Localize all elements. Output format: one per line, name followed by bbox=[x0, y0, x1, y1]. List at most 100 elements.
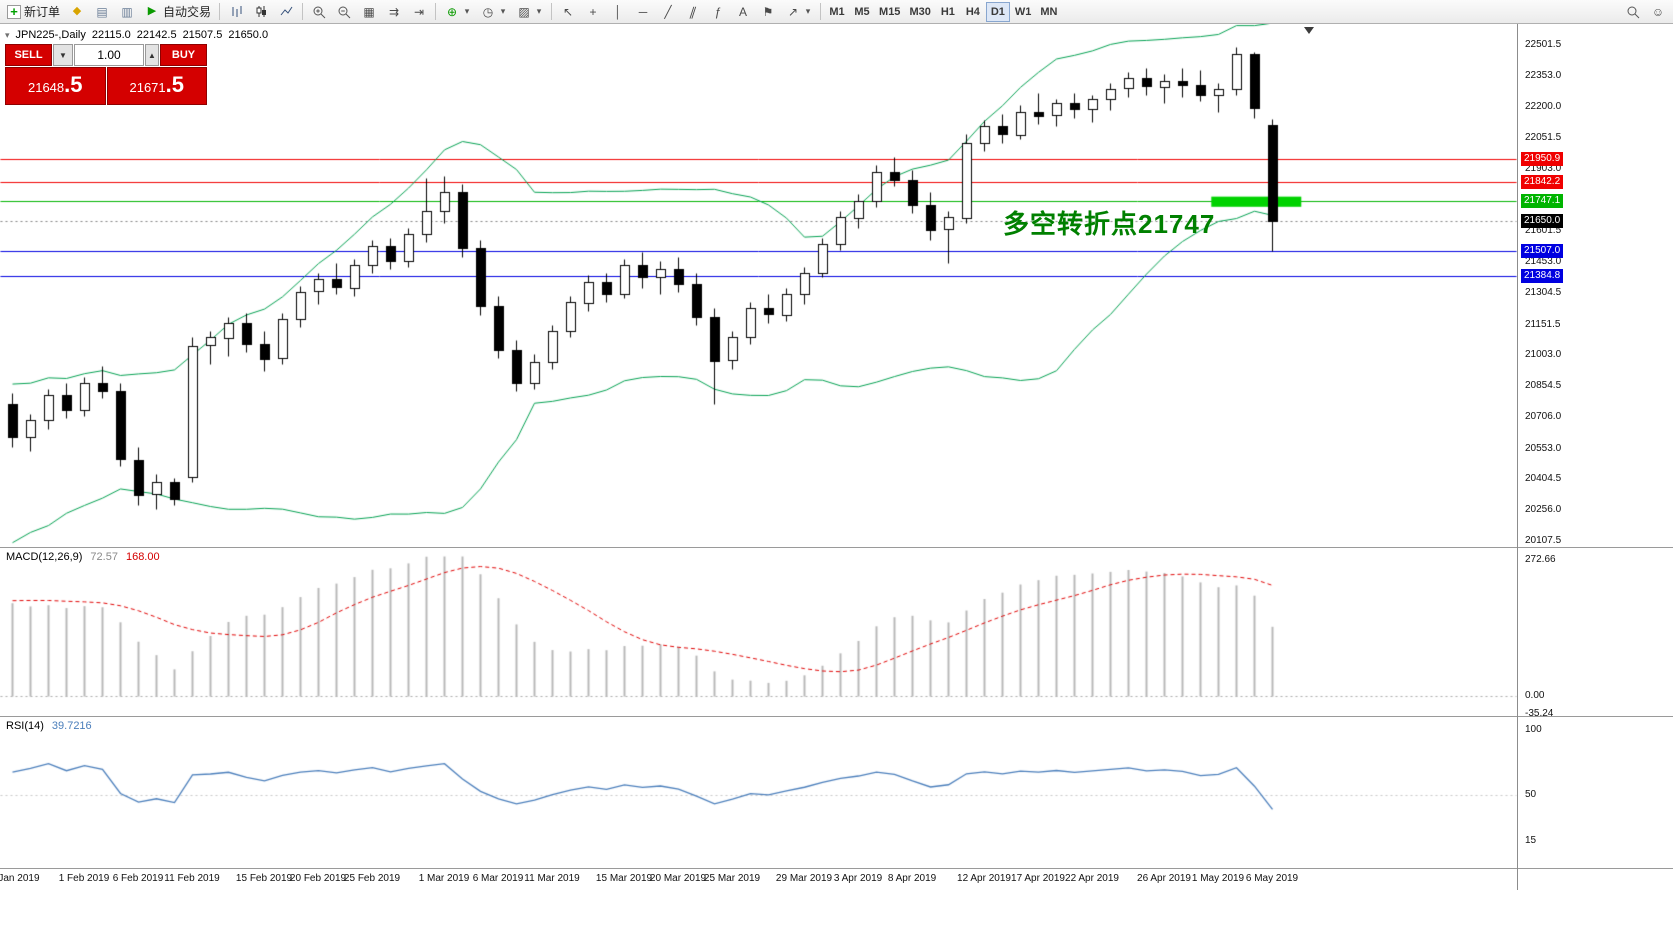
timeframe-h1-button[interactable]: H1 bbox=[936, 2, 960, 22]
smiley-icon: ☺ bbox=[1651, 4, 1665, 19]
rsi-canvas[interactable] bbox=[0, 717, 1517, 868]
metaeditor-button[interactable]: ◆ bbox=[65, 2, 89, 22]
macd-axis: 272.66 0.00 -35.24 bbox=[1518, 548, 1673, 719]
panel-separator[interactable] bbox=[0, 547, 1673, 548]
zoom-in-button[interactable] bbox=[307, 2, 331, 22]
horizontal-line-button[interactable]: ─ bbox=[631, 2, 655, 22]
sell-price-small: 21648 bbox=[27, 80, 65, 95]
toolbar-separator bbox=[219, 3, 221, 20]
indicators-icon: ⊕ bbox=[447, 4, 458, 19]
bar-chart-icon bbox=[228, 4, 244, 20]
date-axis-label: 11 Mar 2019 bbox=[524, 873, 580, 884]
date-axis-label: 15 Feb 2019 bbox=[235, 873, 293, 884]
macd-main-value: 72.57 bbox=[90, 551, 118, 563]
search-button[interactable] bbox=[1621, 2, 1645, 22]
buy-price-button[interactable]: 21671 .5 bbox=[106, 67, 207, 105]
indicators-button[interactable]: ⊕ ▾ bbox=[440, 2, 475, 22]
timeframe-m15-button[interactable]: M15 bbox=[875, 2, 904, 22]
volume-dropdown-button[interactable]: ▼ bbox=[53, 44, 73, 66]
channel-button[interactable]: ∥ bbox=[681, 2, 705, 22]
rsi-axis-label: 50 bbox=[1525, 789, 1537, 800]
macd-canvas[interactable] bbox=[0, 548, 1517, 716]
volume-input[interactable] bbox=[74, 44, 144, 66]
timeframe-m30-button[interactable]: M30 bbox=[905, 2, 934, 22]
autotrade-button[interactable]: ▶ 自动交易 bbox=[140, 2, 215, 22]
crosshair-button[interactable]: + bbox=[581, 2, 605, 22]
sell-button[interactable]: SELL bbox=[5, 44, 52, 66]
panel-separator[interactable] bbox=[0, 716, 1673, 717]
ohlc-close: 21650.0 bbox=[228, 29, 269, 41]
main-chart-canvas[interactable] bbox=[0, 24, 1517, 547]
text-icon: A bbox=[739, 4, 748, 19]
timeframe-d1-button[interactable]: D1 bbox=[985, 1, 1010, 22]
new-order-button[interactable]: + 新订单 bbox=[3, 2, 64, 22]
rsi-header: RSI(14) 39.7216 bbox=[6, 720, 92, 732]
ohlc-low: 21507.5 bbox=[182, 29, 223, 41]
line-chart-icon bbox=[278, 4, 294, 20]
price-axis: 22501.5 22353.0 22200.0 22051.5 21903.0 21601… bbox=[1518, 24, 1673, 547]
tile-windows-icon: ▦ bbox=[363, 4, 375, 19]
symbol-name: JPN225-,Daily bbox=[15, 29, 86, 41]
date-axis-label: 20 Feb 2019 bbox=[289, 873, 347, 884]
templates-button[interactable]: ▨ ▾ bbox=[512, 2, 547, 22]
chart-shift-button[interactable]: ⇥ bbox=[407, 2, 431, 22]
price-badge-21747.1: 21747.1 bbox=[1521, 194, 1564, 209]
date-axis-label: 12 Apr 2019 bbox=[957, 873, 1011, 884]
axis-border bbox=[1517, 24, 1518, 890]
text-button[interactable]: A bbox=[731, 2, 755, 22]
market-watch-button[interactable]: ▤ bbox=[90, 2, 114, 22]
periods-button[interactable]: ◷ ▾ bbox=[476, 2, 511, 22]
candlestick-chart-icon bbox=[253, 4, 269, 20]
price-badge-21384.8: 21384.8 bbox=[1521, 269, 1564, 284]
chevron-up-icon: ▲ bbox=[148, 50, 156, 60]
tile-windows-button[interactable]: ▦ bbox=[357, 2, 381, 22]
price-badge-21507.0: 21507.0 bbox=[1521, 244, 1564, 259]
timeframe-h4-button[interactable]: H4 bbox=[961, 2, 985, 22]
timeframe-mn-button[interactable]: MN bbox=[1036, 2, 1061, 22]
volume-increase-button[interactable]: ▲ bbox=[145, 44, 159, 66]
ohlc-high: 22142.5 bbox=[136, 29, 177, 41]
timeframe-w1-button[interactable]: W1 bbox=[1011, 2, 1036, 22]
macd-axis-label: -35.24 bbox=[1525, 707, 1554, 719]
price-axis-label: 20854.5 bbox=[1525, 380, 1562, 392]
toolbar-separator bbox=[435, 3, 437, 20]
timeframe-m1-button[interactable]: M1 bbox=[825, 2, 849, 22]
vertical-line-icon: │ bbox=[614, 4, 622, 19]
window-background bbox=[0, 890, 1673, 951]
zoom-out-button[interactable] bbox=[332, 2, 356, 22]
date-axis-label: 3 Apr 2019 bbox=[833, 873, 883, 884]
trendline-button[interactable]: ╱ bbox=[656, 2, 680, 22]
buy-button[interactable]: BUY bbox=[160, 44, 207, 66]
cursor-button[interactable]: ↖ bbox=[556, 2, 580, 22]
zoom-in-icon bbox=[311, 4, 327, 20]
help-button[interactable]: ☺ bbox=[1646, 2, 1670, 22]
price-axis-label: 21003.0 bbox=[1525, 349, 1562, 361]
date-axis-label: 28 Jan 2019 bbox=[0, 873, 40, 884]
price-badge-21842.2: 21842.2 bbox=[1521, 174, 1564, 189]
auto-scroll-button[interactable]: ⇉ bbox=[382, 2, 406, 22]
fibonacci-button[interactable]: ƒ bbox=[706, 2, 730, 22]
date-axis-label: 20 Mar 2019 bbox=[649, 873, 707, 884]
label-button[interactable]: ⚑ bbox=[756, 2, 780, 22]
macd-signal-value: 168.00 bbox=[125, 551, 160, 563]
price-axis-label: 20706.0 bbox=[1525, 411, 1562, 422]
rsi-label: RSI(14) bbox=[6, 720, 44, 732]
arrows-button[interactable]: ↗ ▾ bbox=[781, 2, 816, 22]
sell-price-button[interactable]: 21648 .5 bbox=[5, 67, 106, 105]
candlestick-chart-button[interactable] bbox=[249, 2, 273, 22]
vertical-line-button[interactable]: │ bbox=[606, 2, 630, 22]
date-axis-label: 26 Apr 2019 bbox=[1137, 873, 1191, 884]
bar-chart-button[interactable] bbox=[224, 2, 248, 22]
collapse-panel-icon[interactable]: ▾ bbox=[5, 29, 10, 40]
macd-axis-label: 272.66 bbox=[1525, 553, 1556, 565]
date-axis-label: 6 Mar 2019 bbox=[472, 873, 524, 884]
price-axis-label: 21304.5 bbox=[1525, 287, 1562, 298]
data-window-button[interactable]: ▥ bbox=[115, 2, 139, 22]
templates-icon: ▨ bbox=[518, 4, 530, 19]
auto-scroll-icon: ⇉ bbox=[389, 4, 400, 19]
symbol-header: ▾ JPN225-,Daily 22115.0 22142.5 21507.5 … bbox=[5, 29, 268, 41]
line-chart-button[interactable] bbox=[274, 2, 298, 22]
timeframe-m5-button[interactable]: M5 bbox=[850, 2, 874, 22]
toolbar-separator bbox=[302, 3, 304, 20]
